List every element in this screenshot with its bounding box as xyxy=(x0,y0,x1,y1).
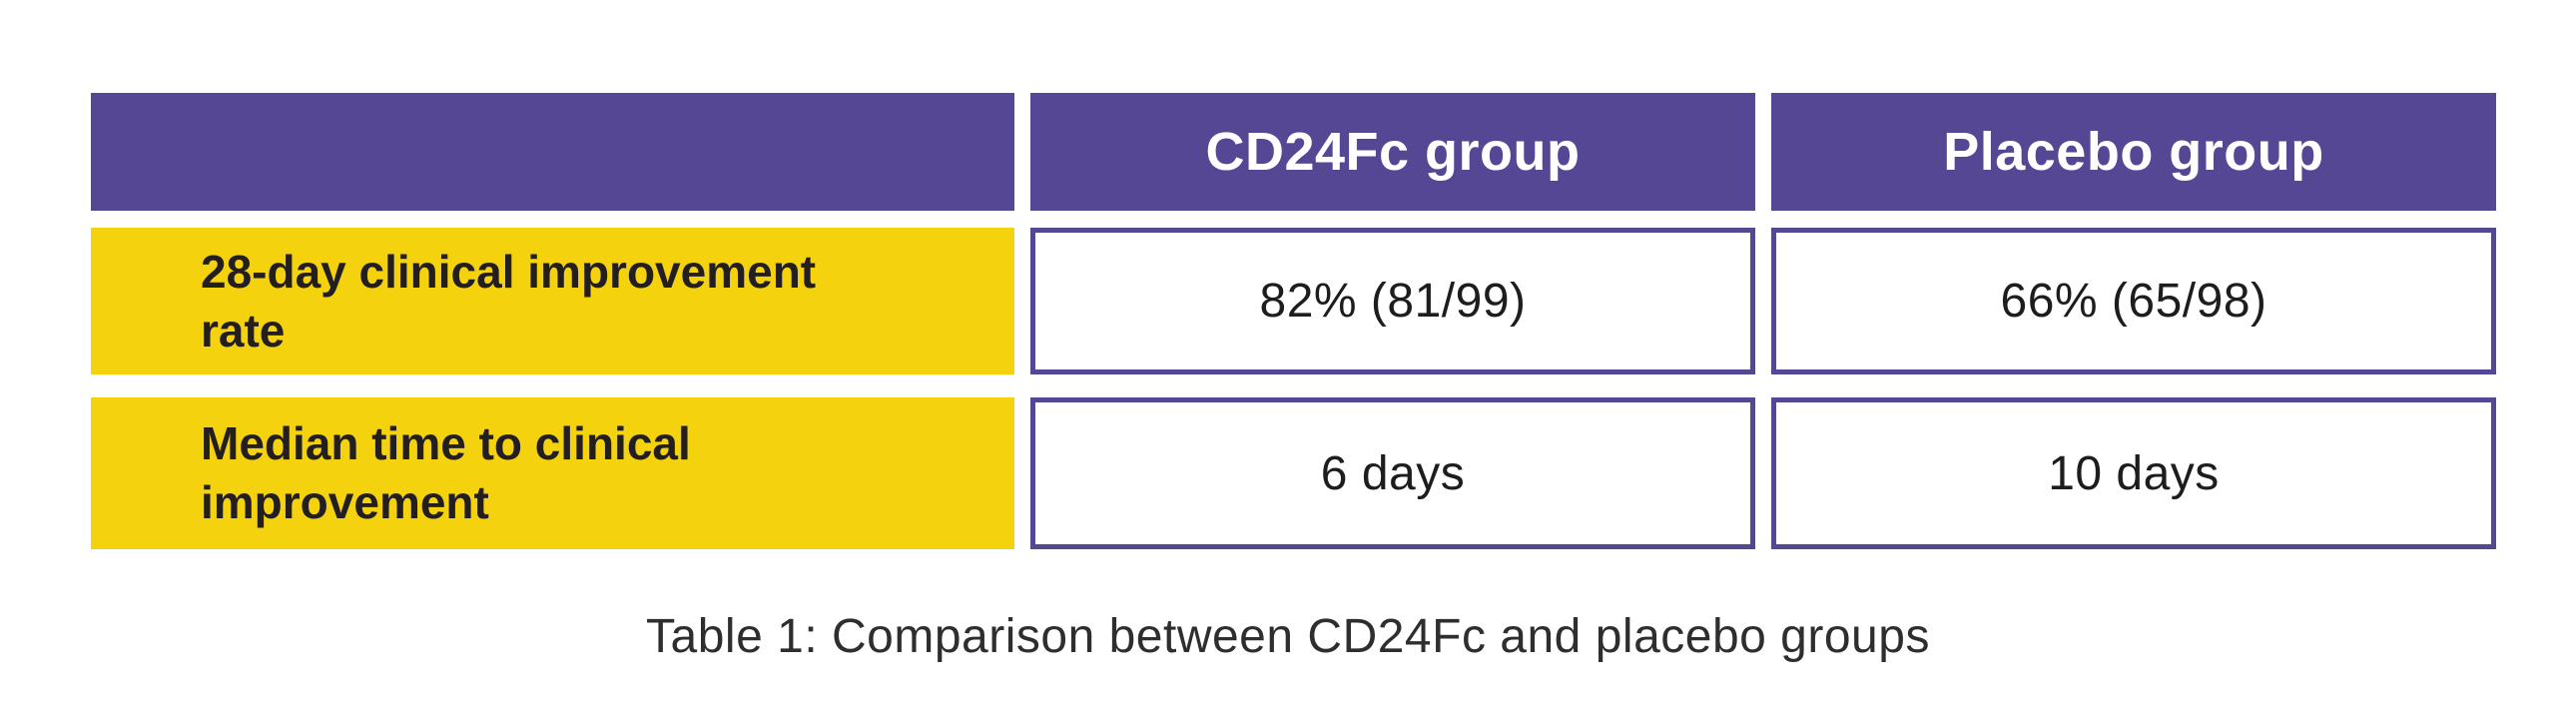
header-cell-cd24fc-group: CD24Fc group xyxy=(1030,93,1755,211)
table-row: Median time to clinical improvement 6 da… xyxy=(91,397,2496,549)
row-label-improvement-rate: 28-day clinical improvement rate xyxy=(91,228,1014,374)
comparison-table: CD24Fc group Placebo group 28-day clinic… xyxy=(91,93,2496,549)
table-caption: Table 1: Comparison between CD24Fc and p… xyxy=(646,610,1930,663)
header-cell-empty xyxy=(91,93,1014,211)
table-header-row: CD24Fc group Placebo group xyxy=(91,93,2496,211)
value-cd24fc-median-time: 6 days xyxy=(1030,397,1755,549)
table-row: 28-day clinical improvement rate 82% (81… xyxy=(91,228,2496,374)
header-cell-placebo-group: Placebo group xyxy=(1771,93,2496,211)
value-placebo-median-time: 10 days xyxy=(1771,397,2496,549)
value-placebo-improvement-rate: 66% (65/98) xyxy=(1771,228,2496,374)
value-cd24fc-improvement-rate: 82% (81/99) xyxy=(1030,228,1755,374)
row-label-median-time: Median time to clinical improvement xyxy=(91,397,1014,549)
